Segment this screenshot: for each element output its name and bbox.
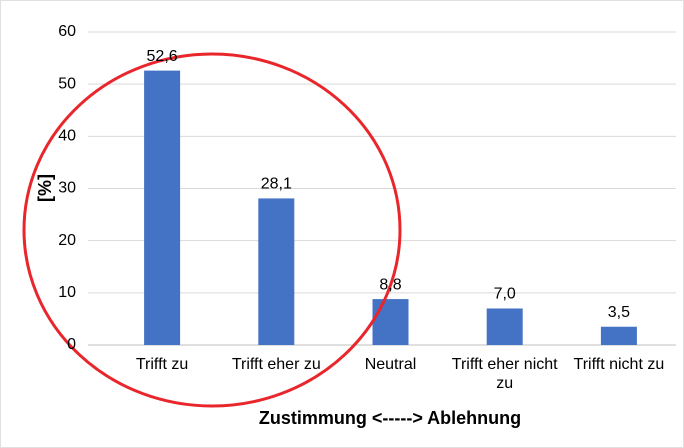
value-label: 8,8 (379, 276, 401, 293)
bars (144, 70, 637, 345)
x-tick-label: Trifft eher zu (231, 356, 321, 373)
y-axis-title: [%] (35, 174, 55, 202)
value-label: 52,6 (147, 48, 178, 65)
y-tick-label: 30 (58, 180, 76, 197)
highlight-ellipse (22, 52, 402, 408)
y-tick-label: 60 (58, 23, 76, 40)
value-label: 3,5 (608, 304, 630, 321)
x-tick-label: Neutral (364, 356, 417, 373)
bar (372, 299, 409, 345)
grid (88, 31, 676, 346)
bar (258, 198, 295, 345)
x-tick-label: Trifft zu (135, 356, 189, 373)
y-tick-label: 0 (67, 336, 76, 353)
y-tick-label: 50 (58, 75, 76, 92)
x-tick-label: Trifft nicht zu (573, 356, 665, 373)
value-label: 7,0 (494, 286, 516, 303)
bar (600, 326, 637, 345)
y-tick-label: 20 (58, 232, 76, 249)
value-label: 28,1 (261, 176, 292, 193)
x-axis-title: Zustimmung <-----> Ablehnung (259, 408, 521, 428)
y-tick-label: 10 (58, 284, 76, 301)
bar (144, 70, 181, 345)
bar (486, 308, 523, 345)
x-tick-label: Trifft eher nicht zu (451, 356, 558, 392)
y-tick-label: 40 (58, 128, 76, 145)
